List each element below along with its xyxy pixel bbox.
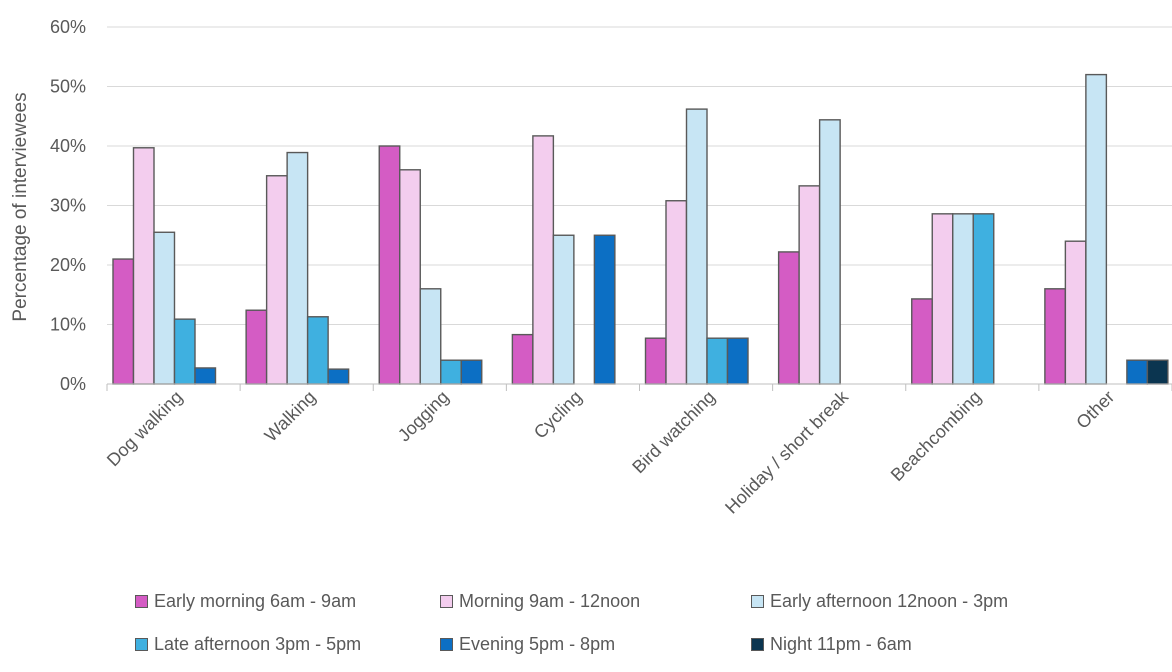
legend-label: Early morning 6am - 9am xyxy=(154,590,357,611)
legend-swatch xyxy=(751,637,764,651)
bar xyxy=(132,147,155,385)
bar xyxy=(532,135,555,385)
bar xyxy=(1064,240,1087,385)
legend-swatch xyxy=(751,594,764,608)
legend: Early morning 6am - 9am Morning 9am - 12n… xyxy=(135,586,1135,672)
bar xyxy=(511,333,534,385)
y-axis-ticks: 0% 10% 20% 30% 40% 50% 60% xyxy=(50,17,86,394)
bar xyxy=(327,368,350,385)
y-tick-label: 0% xyxy=(60,374,86,394)
bar xyxy=(419,288,442,385)
bars xyxy=(112,73,1169,385)
bar xyxy=(378,145,401,385)
bar xyxy=(440,359,462,385)
bar xyxy=(818,119,841,385)
bar xyxy=(685,108,708,385)
bar xyxy=(245,309,268,385)
bar xyxy=(1085,73,1108,385)
legend-row-1: Early morning 6am - 9am Morning 9am - 12n… xyxy=(135,586,1135,616)
y-axis-title: Percentage of interviewees xyxy=(10,92,31,321)
legend-label: Late afternoon 3pm - 5pm xyxy=(154,633,362,654)
bar xyxy=(286,151,309,385)
bar xyxy=(1044,288,1067,385)
bar xyxy=(706,337,729,385)
legend-item: Night 11pm - 6am xyxy=(751,634,912,655)
legend-swatch xyxy=(440,637,453,651)
category-label: Jogging xyxy=(394,387,453,446)
legend-item: Early afternoon 12noon - 3pm xyxy=(751,591,1008,612)
legend-swatch xyxy=(135,594,148,608)
bar xyxy=(265,175,288,385)
legend-item: Evening 5pm - 8pm xyxy=(440,634,751,655)
category-label: Holiday / short break xyxy=(721,386,853,518)
legend-swatch xyxy=(135,637,148,651)
bar xyxy=(112,258,135,385)
category-label: Cycling xyxy=(530,387,586,443)
bar xyxy=(931,213,954,385)
legend-label: Early afternoon 12noon - 3pm xyxy=(770,590,1009,611)
legend-item: Early morning 6am - 9am xyxy=(135,591,440,612)
bar-chart: 0% 10% 20% 30% 40% 50% 60% Dog walking Walking J… xyxy=(10,17,1172,518)
legend-label: Morning 9am - 12noon xyxy=(459,590,641,611)
legend-row-2: Late afternoon 3pm - 5pm Evening 5pm - 8p… xyxy=(135,629,1135,659)
legend-swatch xyxy=(440,594,453,608)
bar xyxy=(644,337,667,385)
bar xyxy=(306,316,329,385)
bar xyxy=(1146,359,1169,385)
category-label: Other xyxy=(1072,387,1118,433)
bar xyxy=(194,367,217,385)
bar xyxy=(798,185,821,385)
bar xyxy=(726,337,749,385)
y-tick-label: 40% xyxy=(50,136,86,156)
category-label: Dog walking xyxy=(103,387,186,470)
bar xyxy=(665,200,688,385)
bar xyxy=(460,359,483,385)
bar xyxy=(552,234,575,385)
bar xyxy=(972,213,995,385)
category-label: Beachcombing xyxy=(887,387,985,485)
bar xyxy=(399,169,421,385)
y-tick-label: 50% xyxy=(50,77,86,97)
legend-label: Night 11pm - 6am xyxy=(770,633,912,654)
bar xyxy=(777,251,800,385)
y-tick-label: 10% xyxy=(50,315,86,335)
legend-item: Late afternoon 3pm - 5pm xyxy=(135,634,440,655)
bar xyxy=(593,234,616,385)
legend-label: Evening 5pm - 8pm xyxy=(459,633,616,654)
category-labels: Dog walking Walking Jogging Cycling Bird wat… xyxy=(103,386,1118,518)
category-label: Walking xyxy=(261,387,320,446)
bar xyxy=(952,213,974,385)
y-tick-label: 60% xyxy=(50,17,86,37)
category-label: Bird watching xyxy=(628,387,719,478)
bar xyxy=(1126,359,1149,385)
x-axis xyxy=(106,383,1172,391)
bar xyxy=(911,298,933,385)
bar xyxy=(153,231,176,385)
legend-item: Morning 9am - 12noon xyxy=(440,591,751,612)
y-tick-label: 30% xyxy=(50,196,86,216)
bar xyxy=(173,318,196,385)
y-tick-label: 20% xyxy=(50,255,86,275)
